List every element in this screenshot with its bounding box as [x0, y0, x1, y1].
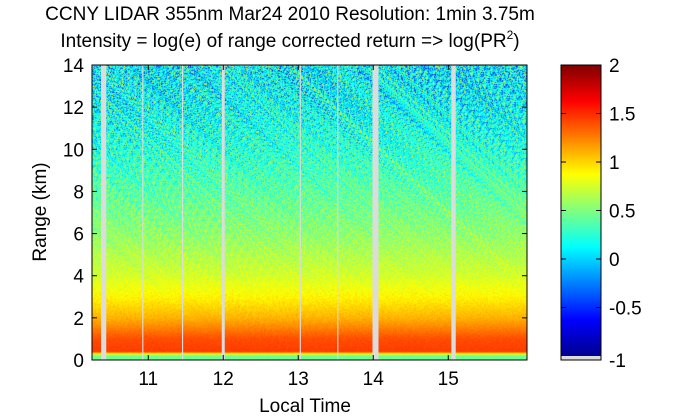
- data-gap-3: [221, 65, 225, 360]
- chart-subtitle-suffix: ): [513, 31, 519, 52]
- plot-frame: [91, 64, 528, 361]
- data-gap-7: [451, 65, 456, 360]
- x-axis: 11 12 13 14 15: [138, 65, 459, 390]
- chart-title: CCNY LIDAR 355nm Mar24 2010 Resolution: …: [45, 4, 535, 25]
- data-gap-4: [299, 65, 301, 360]
- colorbar-tick-label--0.5: -0.5: [609, 299, 642, 320]
- y-tick-label-4: 4: [73, 267, 84, 288]
- colorbar-tick-label--1: -1: [609, 351, 626, 372]
- y-tick-label-10: 10: [63, 140, 84, 161]
- data-gaps: [101, 65, 456, 360]
- y-axis: 0 2 4 6 8 10 12 14: [63, 56, 527, 372]
- y-tick-label-2: 2: [73, 309, 84, 330]
- chart-subtitle-prefix: Intensity = log(e) of range corrected re…: [60, 31, 506, 52]
- y-tick-label-6: 6: [73, 225, 84, 246]
- x-tick-label-14: 14: [363, 369, 385, 390]
- colorbar-nodata-swatch: [561, 356, 601, 360]
- colorbar: -1 -0.5 0 0.5 1 1.5 2: [560, 56, 642, 372]
- x-tick-label-15: 15: [438, 369, 459, 390]
- x-axis-label: Local Time: [259, 396, 351, 417]
- heatmap-raster: [92, 65, 527, 360]
- y-tick-label-0: 0: [73, 351, 84, 372]
- y-tick-label-8: 8: [73, 182, 84, 203]
- colorbar-tick-label-0.5: 0.5: [609, 202, 635, 223]
- x-tick-label-12: 12: [213, 369, 234, 390]
- y-tick-label-14: 14: [63, 56, 85, 77]
- data-gap-1: [142, 65, 144, 360]
- data-gap-0: [101, 65, 107, 360]
- data-gap-2: [182, 65, 184, 360]
- colorbar-ticks: -1 -0.5 0 0.5 1 1.5 2: [561, 56, 642, 372]
- colorbar-tick-label-2: 2: [609, 56, 620, 77]
- chart-subtitle-sup: 2: [507, 28, 514, 42]
- colorbar-frame: [560, 64, 602, 361]
- colorbar-tick-label-0: 0: [609, 250, 620, 271]
- colorbar-tick-label-1: 1: [609, 153, 620, 174]
- y-tick-label-12: 12: [63, 98, 84, 119]
- x-tick-label-13: 13: [288, 369, 309, 390]
- x-tick-label-11: 11: [138, 369, 158, 390]
- data-gap-5: [337, 65, 339, 360]
- chart-subtitle: Intensity = log(e) of range corrected re…: [60, 28, 519, 52]
- data-gap-6: [372, 65, 379, 360]
- y-axis-label: Range (km): [30, 162, 51, 261]
- colorbar-tick-label-1.5: 1.5: [609, 105, 635, 126]
- heatmap-image: [92, 65, 527, 360]
- colorbar-gradient: [561, 65, 601, 356]
